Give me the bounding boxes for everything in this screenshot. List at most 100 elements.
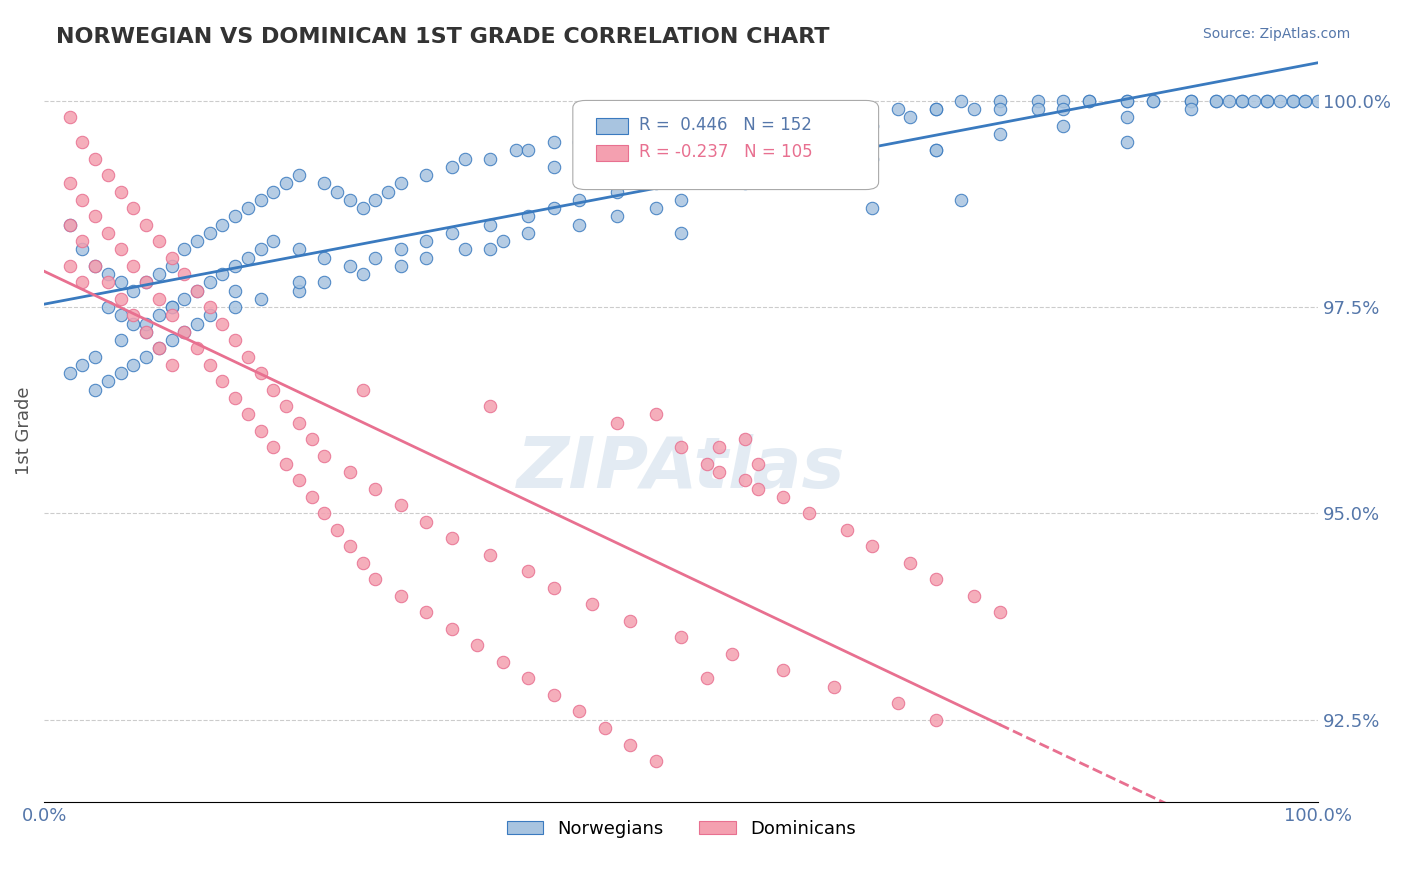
Point [568, 705, 591, 719]
Point [465, 639, 488, 653]
Point [389, 177, 412, 191]
Point [236, 350, 259, 364]
Point [1294, 94, 1316, 108]
Point [835, 523, 858, 537]
Point [721, 647, 744, 661]
Point [988, 606, 1011, 620]
Point [58, 177, 80, 191]
Point [97, 226, 120, 240]
Point [236, 408, 259, 422]
Point [135, 276, 157, 290]
Point [339, 540, 361, 554]
Point [593, 127, 616, 141]
Point [288, 284, 311, 298]
Point [314, 507, 336, 521]
Point [224, 333, 246, 347]
Point [122, 317, 145, 331]
Point [1256, 94, 1278, 108]
Point [696, 160, 718, 174]
Point [236, 201, 259, 215]
Point [505, 144, 527, 158]
Point [644, 177, 666, 191]
Point [669, 119, 692, 133]
Point [135, 325, 157, 339]
Point [734, 111, 756, 125]
Point [606, 210, 628, 224]
Point [84, 350, 107, 364]
Point [568, 193, 591, 207]
Point [543, 135, 565, 149]
Text: NORWEGIAN VS DOMINICAN 1ST GRADE CORRELATION CHART: NORWEGIAN VS DOMINICAN 1ST GRADE CORRELA… [56, 27, 830, 46]
Point [1218, 94, 1240, 108]
Point [58, 218, 80, 232]
Point [72, 358, 94, 372]
Point [148, 342, 170, 356]
Point [669, 630, 692, 644]
Point [72, 276, 94, 290]
Point [415, 168, 437, 182]
Point [517, 672, 540, 686]
Point [72, 193, 94, 207]
Point [517, 564, 540, 578]
Point [772, 144, 794, 158]
Point [988, 94, 1011, 108]
Point [148, 292, 170, 306]
Point [211, 267, 233, 281]
Point [479, 243, 502, 257]
Point [860, 540, 883, 554]
Point [84, 259, 107, 273]
Point [224, 259, 246, 273]
Point [224, 300, 246, 314]
Point [186, 342, 208, 356]
Point [517, 210, 540, 224]
Point [696, 111, 718, 125]
Text: R =  0.446   N = 152: R = 0.446 N = 152 [640, 116, 811, 134]
Point [211, 317, 233, 331]
Point [173, 243, 195, 257]
Point [950, 193, 973, 207]
Point [389, 498, 412, 512]
Point [160, 300, 183, 314]
Point [135, 317, 157, 331]
Point [339, 193, 361, 207]
Point [925, 144, 948, 158]
Point [326, 523, 349, 537]
Point [160, 251, 183, 265]
Point [314, 251, 336, 265]
Text: R = -0.237   N = 105: R = -0.237 N = 105 [640, 144, 813, 161]
Point [288, 168, 311, 182]
Point [339, 259, 361, 273]
Point [1243, 94, 1265, 108]
Point [364, 193, 387, 207]
Point [122, 284, 145, 298]
Point [110, 185, 132, 199]
Point [110, 243, 132, 257]
Point [160, 333, 183, 347]
Point [186, 317, 208, 331]
Point [135, 276, 157, 290]
Point [669, 441, 692, 455]
Point [389, 589, 412, 603]
Point [364, 482, 387, 496]
Point [135, 325, 157, 339]
Point [135, 218, 157, 232]
Point [224, 210, 246, 224]
Point [352, 201, 374, 215]
Point [1180, 94, 1202, 108]
Point [173, 325, 195, 339]
Point [249, 424, 271, 438]
Point [160, 358, 183, 372]
Point [249, 243, 271, 257]
Point [1281, 94, 1303, 108]
Point [619, 127, 641, 141]
Point [110, 292, 132, 306]
Point [97, 375, 120, 389]
Point [709, 441, 731, 455]
Point [517, 144, 540, 158]
Point [950, 94, 973, 108]
Point [58, 366, 80, 380]
Y-axis label: 1st Grade: 1st Grade [15, 387, 32, 475]
Point [110, 309, 132, 323]
Point [440, 226, 463, 240]
Point [696, 457, 718, 471]
